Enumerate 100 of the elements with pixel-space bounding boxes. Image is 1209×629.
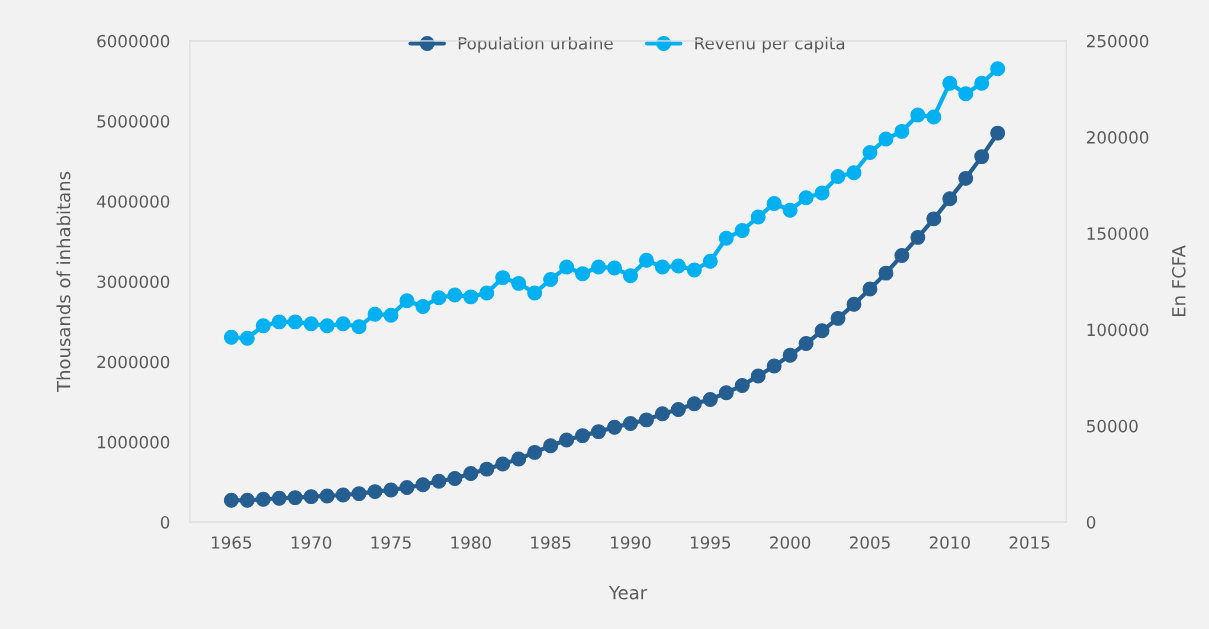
y2-tick-label: 100000 xyxy=(1087,323,1149,337)
point xyxy=(415,477,431,493)
point xyxy=(798,190,814,206)
point xyxy=(591,424,606,440)
point xyxy=(303,489,319,505)
point xyxy=(702,253,718,269)
x-tick-label: 2010 xyxy=(929,536,970,549)
y2-tick-label: 250000 xyxy=(1087,34,1149,48)
point xyxy=(830,169,846,185)
point xyxy=(638,252,654,268)
point xyxy=(910,107,926,123)
point xyxy=(926,109,942,125)
x-tick-label: 2015 xyxy=(1009,536,1050,549)
x-tick-label: 1975 xyxy=(371,536,411,549)
point xyxy=(670,402,686,417)
point xyxy=(239,492,255,508)
point xyxy=(782,347,798,363)
point xyxy=(894,247,910,263)
point xyxy=(287,314,303,330)
y2-tick-label: 150000 xyxy=(1087,227,1149,240)
point xyxy=(782,202,798,218)
point xyxy=(431,290,447,306)
x-tick-label: 1985 xyxy=(531,536,571,549)
point xyxy=(607,260,622,276)
point xyxy=(846,296,862,312)
point xyxy=(479,461,495,477)
point xyxy=(958,170,974,186)
y-axis-title: Thousands of inhabitans xyxy=(56,171,71,393)
x-tick-label: 1980 xyxy=(451,536,491,549)
y-tick-label: 0 xyxy=(160,516,170,529)
point xyxy=(319,488,335,504)
point xyxy=(830,310,846,326)
point xyxy=(495,456,511,472)
point xyxy=(894,123,910,139)
x-tick-label: 1970 xyxy=(291,536,332,549)
point xyxy=(255,491,271,507)
point xyxy=(670,258,686,274)
y2-tick-label: 200000 xyxy=(1087,131,1149,144)
point xyxy=(686,262,702,278)
point xyxy=(862,281,878,297)
point xyxy=(575,266,591,282)
point xyxy=(575,428,591,444)
point xyxy=(878,131,894,147)
point xyxy=(271,490,287,506)
point xyxy=(878,265,894,281)
legend-label: Population urbaine xyxy=(458,36,613,53)
point xyxy=(798,336,814,352)
x-axis-title: Year xyxy=(608,585,648,600)
point xyxy=(750,209,766,225)
y2-tick-label: 50000 xyxy=(1087,419,1138,433)
point xyxy=(623,268,638,284)
point xyxy=(766,358,782,374)
x-tick-label: 1990 xyxy=(611,536,651,549)
point xyxy=(814,185,830,201)
point xyxy=(718,385,734,401)
y-tick-label: 1000000 xyxy=(97,435,170,449)
y-tick-label: 6000000 xyxy=(97,34,170,48)
point xyxy=(654,406,670,422)
point xyxy=(942,75,958,91)
point xyxy=(255,318,271,334)
point xyxy=(303,316,319,332)
point xyxy=(351,486,367,502)
point xyxy=(559,432,575,448)
point xyxy=(718,230,734,246)
point xyxy=(511,275,527,291)
point xyxy=(990,125,1006,141)
point xyxy=(447,471,463,486)
point xyxy=(415,299,431,314)
point xyxy=(734,377,750,393)
point xyxy=(351,319,367,335)
point xyxy=(543,272,559,288)
point xyxy=(623,416,638,432)
point xyxy=(463,289,479,305)
point xyxy=(399,480,415,496)
point xyxy=(527,444,543,460)
point xyxy=(654,259,670,275)
legend-label: Revenu per capita xyxy=(695,36,845,53)
point xyxy=(271,314,287,330)
point xyxy=(638,412,654,428)
point xyxy=(543,438,559,454)
point xyxy=(958,86,974,102)
y2-tick-label: 0 xyxy=(1086,516,1096,529)
y-tick-label: 4000000 xyxy=(96,195,170,208)
point xyxy=(910,229,926,245)
point xyxy=(926,211,942,227)
point xyxy=(974,75,990,91)
point xyxy=(686,396,702,412)
x-tick-label: 2000 xyxy=(770,536,811,549)
point xyxy=(223,492,239,508)
point xyxy=(239,330,255,346)
point xyxy=(447,287,463,303)
point xyxy=(974,149,990,165)
point xyxy=(319,318,335,334)
point xyxy=(766,196,782,211)
y-tick-label: 3000000 xyxy=(97,275,170,289)
point xyxy=(367,306,383,322)
point xyxy=(335,316,351,332)
point xyxy=(335,487,351,503)
point xyxy=(287,490,303,506)
point xyxy=(559,259,575,275)
